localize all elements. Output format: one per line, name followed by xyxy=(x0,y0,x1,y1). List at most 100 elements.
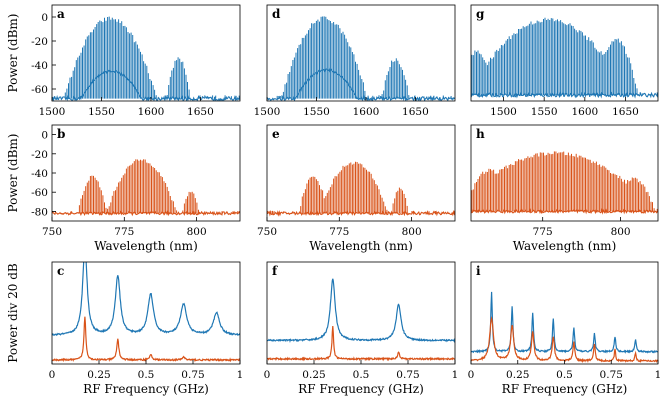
panel-a: 1500 1550 1600 1650 0 -20 -40 -60 a Power (dBm) xyxy=(6,4,241,118)
x-tick-label: 1600 xyxy=(571,106,598,118)
plot-area-b xyxy=(52,159,240,217)
plot-area-i xyxy=(471,291,658,364)
x-axis-label: RF Frequency (GHz) xyxy=(298,382,424,396)
y-tick-label: -20 xyxy=(31,36,48,48)
series-orange-i xyxy=(471,316,658,364)
x-axis-label: Wavelength (nm) xyxy=(513,239,617,253)
noise-floor-g xyxy=(471,91,658,99)
x-axis-label: RF Frequency (GHz) xyxy=(83,382,209,396)
panel-letter: c xyxy=(57,264,64,278)
x-axis-label: RF Frequency (GHz) xyxy=(502,382,628,396)
plot-area-e xyxy=(267,161,455,217)
x-tick-label: 1600 xyxy=(138,106,165,118)
noise-floor-e xyxy=(267,209,455,217)
x-tick-label: 0 xyxy=(49,369,56,381)
panel-e: 750 775 800 e Wavelength (nm) xyxy=(257,124,456,253)
panel-letter: h xyxy=(476,127,485,141)
x-tick-label: 1 xyxy=(237,369,244,381)
x-tick-label: 1500 xyxy=(254,106,281,118)
axes-box-b xyxy=(51,124,241,222)
series-orange-f xyxy=(267,325,455,362)
series-blue-f xyxy=(267,278,455,344)
x-tick-label: 0.25 xyxy=(87,369,110,381)
series-blue-c xyxy=(52,262,240,337)
panel-g: 1500 1550 1600 1650 g xyxy=(470,4,659,118)
y-axis-label: Power div 20 dB xyxy=(6,263,20,363)
panel-f: 0 0.5 1 0.25 0.75 f RF Frequency (GHz) xyxy=(264,261,459,396)
y-axis-label: Power (dBm) xyxy=(6,14,20,93)
y-tick-label: -40 xyxy=(31,168,48,180)
noise-floor-b xyxy=(52,210,240,217)
axes-box-a xyxy=(51,4,241,102)
x-tick-label: 1650 xyxy=(612,106,639,118)
x-tick-label: 800 xyxy=(611,226,631,238)
x-tick-label: 1 xyxy=(655,369,662,381)
x-tick-label: 775 xyxy=(114,226,134,238)
x-tick-label: 0 xyxy=(264,369,271,381)
x-tick-label: 1500 xyxy=(490,106,517,118)
x-tick-label: 0.5 xyxy=(138,369,155,381)
panel-h: 775 800 h Wavelength (nm) xyxy=(470,124,659,253)
plot-area-g xyxy=(471,17,658,99)
panel-letter: b xyxy=(57,127,65,141)
x-tick-label: 0.25 xyxy=(506,369,529,381)
plot-area-h xyxy=(471,151,658,215)
y-tick-label: 0 xyxy=(41,12,48,24)
y-tick-label: -60 xyxy=(31,84,48,96)
x-tick-label: 0.75 xyxy=(181,369,204,381)
x-tick-label: 0.5 xyxy=(353,369,370,381)
panel-d: 1500 1550 1600 1650 d xyxy=(254,4,456,118)
axes-box-d xyxy=(266,4,456,102)
panel-letter: f xyxy=(272,264,278,278)
panel-letter: g xyxy=(476,7,485,21)
series-orange-c xyxy=(52,316,240,363)
series-blue-i xyxy=(471,291,658,354)
x-tick-label: 0 xyxy=(468,369,475,381)
x-tick-label: 1650 xyxy=(402,106,429,118)
noise-floor-d xyxy=(267,67,455,101)
y-tick-label: -60 xyxy=(31,187,48,199)
x-tick-label: 775 xyxy=(329,226,349,238)
noise-floor-h xyxy=(471,207,658,215)
panel-b: 750 775 800 0 -20 -40 -60 -80 b Wavelength (nm) Po… xyxy=(6,124,241,253)
x-tick-label: 775 xyxy=(533,226,553,238)
axes-box-h xyxy=(470,124,659,222)
x-tick-label: 1550 xyxy=(88,106,115,118)
x-tick-label: 1500 xyxy=(39,106,66,118)
x-tick-label: 1600 xyxy=(353,106,380,118)
plot-area-f xyxy=(267,278,455,362)
noise-floor-a xyxy=(52,69,240,101)
panel-letter: i xyxy=(476,264,481,278)
x-tick-label: 1550 xyxy=(531,106,558,118)
x-tick-label: 800 xyxy=(402,226,422,238)
plot-area-a xyxy=(52,16,240,101)
axes-box-g xyxy=(470,4,659,102)
y-tick-label: -80 xyxy=(31,206,48,218)
axes-box-i xyxy=(470,261,659,365)
panel-letter: d xyxy=(272,7,281,21)
x-tick-label: 0.75 xyxy=(396,369,419,381)
panel-c: 0 0.5 1 0.25 0.75 c RF Frequency (GHz) Power di… xyxy=(6,261,244,396)
panel-letter: a xyxy=(57,7,65,21)
x-tick-label: 0.25 xyxy=(302,369,325,381)
x-axis-label: Wavelength (nm) xyxy=(94,239,198,253)
x-axis-label: Wavelength (nm) xyxy=(309,239,413,253)
y-axis-label: Power (dBm) xyxy=(6,134,20,213)
axes-box-f xyxy=(266,261,456,365)
x-tick-label: 1550 xyxy=(303,106,330,118)
y-tick-label: -20 xyxy=(31,149,48,161)
panel-letter: e xyxy=(272,127,280,141)
x-tick-label: 1650 xyxy=(187,106,214,118)
plot-area-c xyxy=(52,262,240,363)
panel-i: 0 0.5 1 0.25 0.75 i RF Frequency (GHz) xyxy=(468,261,662,396)
x-tick-label: 0.75 xyxy=(600,369,623,381)
x-tick-label: 1 xyxy=(452,369,459,381)
y-tick-label: 0 xyxy=(41,130,48,142)
y-tick-label: -40 xyxy=(31,60,48,72)
axes-box-e xyxy=(266,124,456,222)
x-tick-label: 750 xyxy=(257,226,277,238)
x-tick-label: 750 xyxy=(42,226,62,238)
x-tick-label: 0.5 xyxy=(556,369,573,381)
plot-area-d xyxy=(267,16,455,101)
